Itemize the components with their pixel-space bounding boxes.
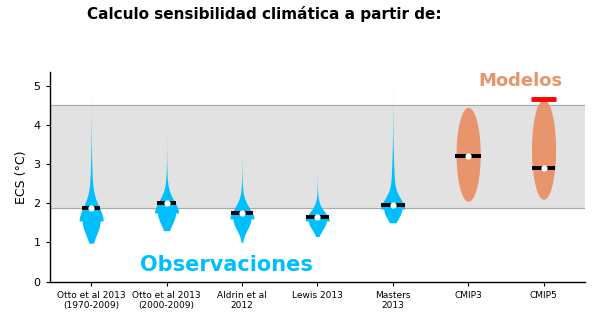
Text: Observaciones: Observaciones (140, 254, 313, 275)
Text: Calculo sensibilidad climática a partir de:: Calculo sensibilidad climática a partir … (86, 6, 442, 22)
Bar (50, 105, 585, 208)
Y-axis label: ECS (°C): ECS (°C) (15, 150, 28, 203)
Text: Modelos: Modelos (479, 72, 563, 90)
